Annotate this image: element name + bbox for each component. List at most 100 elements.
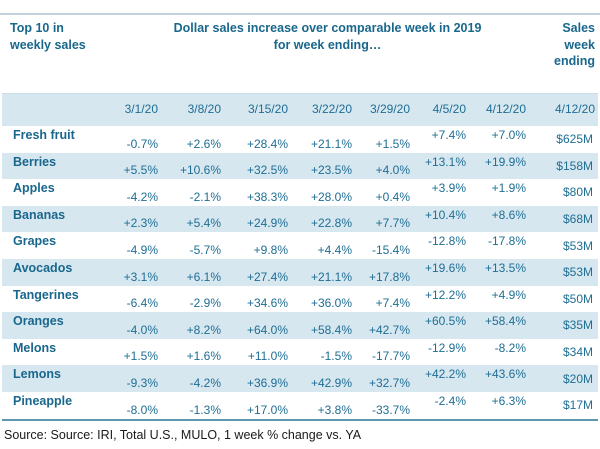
pct-cell: +1.6%	[186, 349, 221, 364]
table-row: Fresh fruit -0.7% +2.6% +28.4% +21.1% +1…	[2, 126, 598, 153]
row-label: Oranges	[13, 314, 64, 329]
pct-cell: -6.4%	[126, 296, 158, 311]
pct-cell: +13.5%	[484, 260, 526, 275]
row-label: Avocados	[13, 260, 73, 275]
sales-cell: $158M	[556, 158, 593, 173]
pct-cell: +19.6%	[424, 260, 466, 275]
pct-cell: -1.5%	[320, 349, 352, 364]
pct-cell: -9.3%	[126, 375, 158, 390]
pct-cell: -0.7%	[126, 136, 158, 151]
sales-column-header-line1: Sales	[562, 21, 595, 35]
pct-cell: +8.6%	[491, 207, 526, 222]
date-header: 3/22/20	[311, 101, 352, 116]
sales-cell: $20M	[562, 371, 593, 386]
table-row: Lemons -9.3% -4.2% +36.9% +42.9% +32.7% …	[2, 365, 598, 392]
pct-cell: +6.3%	[491, 393, 526, 408]
pct-cell: -12.8%	[427, 234, 466, 249]
row-group-header: Top 10 in weekly sales	[10, 20, 122, 54]
pct-cell: +2.3%	[123, 216, 158, 231]
sales-column-header: Sales week ending	[533, 20, 595, 70]
pct-cell: -1.3%	[189, 402, 221, 417]
pct-cell: +3.1%	[123, 269, 158, 284]
pct-cell: +21.1%	[310, 269, 352, 284]
date-header-spacer	[2, 109, 105, 112]
date-header: 3/29/20	[369, 101, 410, 116]
table-title: Dollar sales increase over comparable we…	[122, 20, 533, 54]
pct-cell: +3.9%	[431, 181, 466, 196]
row-label: Tangerines	[13, 287, 79, 302]
pct-cell: +19.9%	[484, 154, 526, 169]
pct-cell: +42.9%	[310, 375, 352, 390]
pct-cell: +17.0%	[246, 402, 288, 417]
pct-cell: -4.2%	[126, 189, 158, 204]
pct-cell: +8.2%	[186, 322, 221, 337]
pct-cell: +1.5%	[375, 136, 410, 151]
row-label: Berries	[13, 154, 57, 169]
sales-cell: $68M	[562, 212, 593, 227]
sales-cell: $53M	[562, 238, 593, 253]
pct-cell: +17.8%	[368, 269, 410, 284]
date-header: 3/15/20	[247, 101, 288, 116]
pct-cell: -8.2%	[494, 340, 526, 355]
pct-cell: +1.5%	[123, 349, 158, 364]
pct-cell: +32.5%	[246, 163, 288, 178]
date-header: 3/8/20	[187, 101, 221, 116]
pct-cell: +23.5%	[310, 163, 352, 178]
pct-cell: +22.8%	[310, 216, 352, 231]
pct-cell: -2.1%	[189, 189, 221, 204]
sales-cell: $80M	[562, 185, 593, 200]
pct-cell: +38.3%	[246, 189, 288, 204]
pct-cell: -2.4%	[434, 393, 466, 408]
row-label: Bananas	[13, 207, 66, 222]
pct-cell: -5.7%	[189, 242, 221, 257]
pct-cell: +7.4%	[375, 296, 410, 311]
row-label: Apples	[13, 181, 55, 196]
row-label: Pineapple	[13, 393, 73, 408]
pct-cell: +32.7%	[368, 375, 410, 390]
pct-cell: -4.0%	[126, 322, 158, 337]
sales-cell: $625M	[556, 132, 593, 147]
row-label: Fresh fruit	[13, 128, 75, 142]
pct-cell: +1.9%	[491, 181, 526, 196]
sales-column-header-line3: ending	[554, 54, 595, 68]
pct-cell: -17.8%	[487, 234, 526, 249]
pct-cell: +58.4%	[484, 314, 526, 329]
row-label: Lemons	[13, 367, 61, 382]
row-label: Grapes	[13, 234, 57, 249]
sales-cell: $17M	[562, 398, 593, 413]
pct-cell: +42.7%	[368, 322, 410, 337]
pct-cell: +6.1%	[186, 269, 221, 284]
pct-cell: +64.0%	[246, 322, 288, 337]
table-row: Berries +5.5% +10.6% +32.5% +23.5% +4.0%…	[2, 152, 598, 180]
table-row: Pineapple -8.0% -1.3% +17.0% +3.8% -33.7…	[2, 392, 598, 419]
source-note: Source: Source: IRI, Total U.S., MULO, 1…	[4, 427, 362, 442]
table-row: Melons +1.5% +1.6% +11.0% -1.5% -17.7% -…	[2, 339, 598, 366]
pct-cell: +4.4%	[317, 242, 352, 257]
table-row: Tangerines -6.4% -2.9% +34.6% +36.0% +7.…	[2, 286, 598, 313]
pct-cell: +42.2%	[424, 367, 466, 382]
row-label: Melons	[13, 340, 57, 355]
table-row: Grapes -4.9% -5.7% +9.8% +4.4% -15.4% -1…	[2, 232, 598, 259]
pct-cell: +5.4%	[186, 216, 221, 231]
pct-cell: +5.5%	[123, 163, 158, 178]
pct-cell: +28.4%	[246, 136, 288, 151]
pct-cell: -2.9%	[189, 296, 221, 311]
bottom-divider	[2, 418, 598, 421]
pct-cell: +58.4%	[310, 322, 352, 337]
sales-cell: $35M	[562, 318, 593, 333]
pct-cell: -8.0%	[126, 402, 158, 417]
pct-cell: -4.2%	[189, 375, 221, 390]
pct-cell: +3.8%	[317, 402, 352, 417]
table-row: Avocados +3.1% +6.1% +27.4% +21.1% +17.8…	[2, 258, 598, 286]
table-header: Top 10 in weekly sales Dollar sales incr…	[0, 15, 600, 93]
pct-cell: +7.7%	[375, 216, 410, 231]
table-body: Fresh fruit -0.7% +2.6% +28.4% +21.1% +1…	[0, 126, 600, 419]
date-header-row: 3/1/20 3/8/20 3/15/20 3/22/20 3/29/20 4/…	[2, 93, 598, 126]
pct-cell: +0.4%	[375, 189, 410, 204]
pct-cell: +27.4%	[246, 269, 288, 284]
table-row: Oranges -4.0% +8.2% +64.0% +58.4% +42.7%…	[2, 312, 598, 339]
sales-column-header-line2: week	[564, 37, 595, 52]
pct-cell: +13.1%	[424, 154, 466, 169]
pct-cell: +2.6%	[186, 136, 221, 151]
table-row: Bananas +2.3% +5.4% +24.9% +22.8% +7.7% …	[2, 205, 598, 233]
